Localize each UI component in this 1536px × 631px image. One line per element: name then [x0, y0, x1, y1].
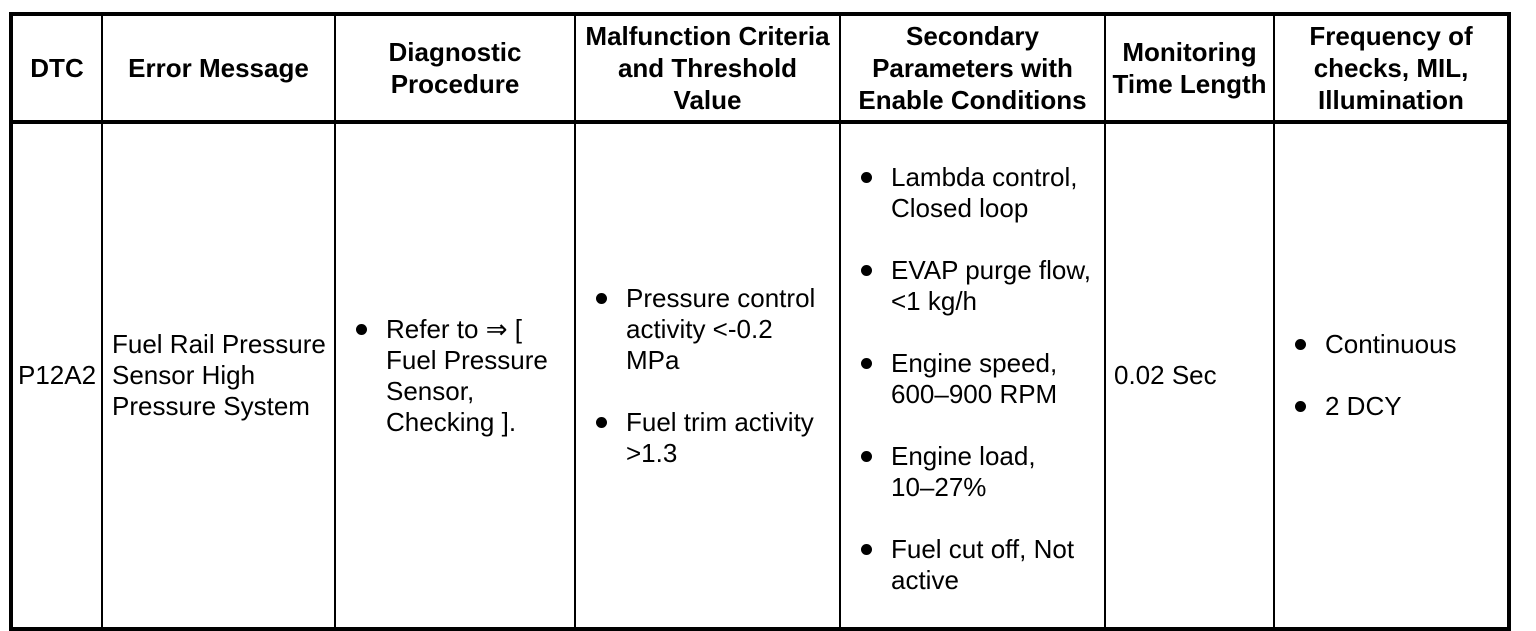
bullet-item: Engine load, 10–27%	[841, 441, 1104, 503]
cell-error-message: Fuel Rail Pressure Sensor High Pressure …	[101, 121, 336, 630]
bullet-item: Engine speed, 600–900 RPM	[841, 348, 1104, 410]
cell-monitoring-time: 0.02 Sec	[1104, 121, 1275, 630]
col-header-dtc: DTC	[10, 13, 103, 124]
cell-secondary-parameters: Lambda control, Closed loop EVAP purge fl…	[839, 121, 1106, 630]
frequency-list: Continuous 2 DCY	[1275, 329, 1507, 422]
secondary-parameters-list: Lambda control, Closed loop EVAP purge fl…	[841, 162, 1104, 596]
bullet-item: Lambda control, Closed loop	[841, 162, 1104, 224]
document-page: DTC Error Message Diagnostic Procedure M…	[9, 12, 1511, 631]
bullet-item: Pressure control activity <-0.2 MPa	[576, 283, 839, 376]
bullet-item: 2 DCY	[1275, 391, 1507, 422]
bullet-item: Fuel cut off, Not active	[841, 534, 1104, 596]
col-header-monitoring-time: Monitoring Time Length	[1104, 13, 1275, 124]
cell-frequency: Continuous 2 DCY	[1273, 121, 1510, 630]
col-header-frequency: Frequency of checks, MIL, Illumination	[1273, 13, 1510, 124]
col-header-secondary-parameters: Secondary Parameters with Enable Conditi…	[839, 13, 1106, 124]
bullet-item: Refer to ⇒ [ Fuel Pressure Sensor, Check…	[336, 314, 574, 438]
bullet-item: Continuous	[1275, 329, 1507, 360]
dtc-table: DTC Error Message Diagnostic Procedure M…	[9, 12, 1511, 631]
malfunction-criteria-list: Pressure control activity <-0.2 MPa Fuel …	[576, 283, 839, 469]
table-row: P12A2 Fuel Rail Pressure Sensor High Pre…	[10, 121, 1510, 630]
bullet-item: EVAP purge flow, <1 kg/h	[841, 255, 1104, 317]
bullet-item: Fuel trim activity >1.3	[576, 407, 839, 469]
cell-diagnostic-procedure: Refer to ⇒ [ Fuel Pressure Sensor, Check…	[334, 121, 576, 630]
col-header-diagnostic-procedure: Diagnostic Procedure	[334, 13, 576, 124]
diagnostic-procedure-list: Refer to ⇒ [ Fuel Pressure Sensor, Check…	[336, 314, 574, 438]
cell-malfunction-criteria: Pressure control activity <-0.2 MPa Fuel …	[574, 121, 841, 630]
cell-dtc-code: P12A2	[10, 121, 103, 630]
col-header-error-message: Error Message	[101, 13, 336, 124]
col-header-malfunction-criteria: Malfunction Criteria and Threshold Value	[574, 13, 841, 124]
header-row: DTC Error Message Diagnostic Procedure M…	[10, 13, 1510, 124]
